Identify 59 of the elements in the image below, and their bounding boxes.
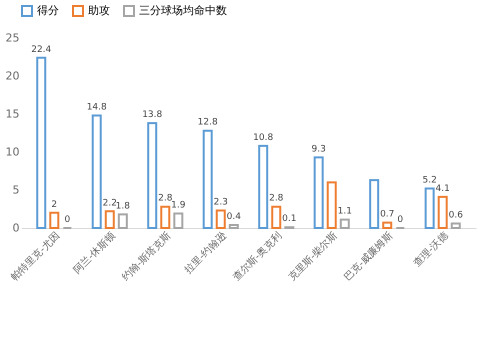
data-label: 2 bbox=[51, 200, 58, 210]
x-tick-label: 阿兰-休斯顿 bbox=[71, 230, 118, 276]
x-tick-label: 约翰-斯塔克斯 bbox=[120, 230, 174, 284]
data-label: 10.8 bbox=[253, 132, 274, 143]
data-label: 14.8 bbox=[86, 102, 108, 113]
data-label: 0.4 bbox=[226, 212, 242, 222]
x-tick-label: 巴克-威廉姆斯 bbox=[342, 230, 395, 284]
bar bbox=[202, 130, 213, 229]
y-tick-label: 10 bbox=[6, 146, 20, 158]
bar bbox=[258, 144, 268, 229]
bar bbox=[216, 210, 226, 229]
bar bbox=[173, 212, 184, 229]
bar bbox=[36, 56, 46, 229]
data-label: 2.2 bbox=[102, 198, 117, 208]
bar bbox=[228, 224, 239, 229]
x-tick-label: 查理-沃德 bbox=[411, 230, 450, 270]
data-label: 1.8 bbox=[116, 201, 130, 212]
y-tick-label: 15 bbox=[6, 108, 20, 120]
data-label: 0.6 bbox=[448, 210, 464, 220]
data-label: 22.4 bbox=[31, 44, 52, 55]
y-tick-label: 5 bbox=[12, 184, 20, 196]
data-label: 1.1 bbox=[338, 206, 352, 217]
y-tick-label: 0 bbox=[12, 222, 20, 234]
bar bbox=[49, 212, 60, 229]
data-label: 2.3 bbox=[214, 198, 228, 208]
bar bbox=[147, 122, 158, 229]
x-tick-label: 查尔斯-奥克利 bbox=[230, 230, 284, 284]
bar bbox=[160, 206, 170, 229]
data-label: 2.8 bbox=[158, 194, 173, 204]
bar bbox=[340, 218, 350, 229]
x-tick-label: 克里斯-柴尔斯 bbox=[286, 230, 340, 284]
y-tick-label: 20 bbox=[6, 70, 20, 82]
legend-label: 助攻 bbox=[88, 4, 110, 17]
bar bbox=[104, 210, 115, 229]
x-tick-label: 拉里-约翰逊 bbox=[182, 230, 229, 276]
bar bbox=[450, 222, 461, 229]
y-tick-label: 25 bbox=[6, 32, 20, 44]
bar bbox=[326, 181, 337, 229]
bar bbox=[438, 196, 448, 229]
bar bbox=[369, 179, 380, 229]
legend-label: 三分球场均命中数 bbox=[139, 4, 227, 17]
bar bbox=[382, 222, 392, 229]
bar bbox=[314, 156, 324, 229]
data-label: 1.9 bbox=[171, 200, 186, 211]
data-label: 5.2 bbox=[422, 175, 437, 186]
data-label: 0.1 bbox=[282, 214, 296, 224]
bar bbox=[118, 213, 128, 229]
data-label: 0 bbox=[64, 215, 70, 225]
data-label: 9.3 bbox=[312, 144, 326, 154]
bar bbox=[92, 114, 102, 229]
data-label: 13.8 bbox=[142, 110, 162, 120]
data-label: 0 bbox=[397, 215, 404, 225]
data-label: 0.7 bbox=[380, 210, 394, 220]
data-label: 12.8 bbox=[198, 118, 218, 128]
data-label: 2.8 bbox=[269, 194, 284, 204]
data-label: 4.1 bbox=[436, 184, 450, 194]
legend-label: 得分 bbox=[37, 4, 59, 17]
bar bbox=[424, 187, 435, 229]
bar bbox=[271, 206, 282, 229]
